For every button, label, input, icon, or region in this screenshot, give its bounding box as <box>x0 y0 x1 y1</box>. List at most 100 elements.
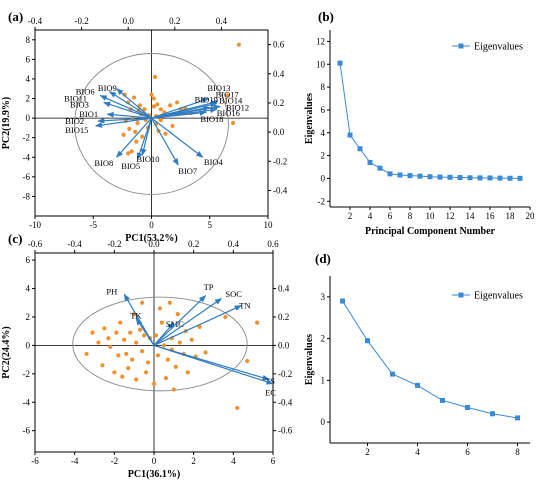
panel-label-a: (a) <box>8 9 23 24</box>
right-tick-label-c: 0.0 <box>278 340 290 350</box>
pca-biplot-a: -10 -5 0 5 10 -8 -6 -4 -2 0 2 4 6 8 -0.4 -0.2 0.0 0.2 0.4 -… <box>1 16 288 244</box>
series-line-b <box>339 63 521 179</box>
data-point-c <box>157 306 163 311</box>
vector-label-ph: PH <box>106 286 117 296</box>
data-point-d <box>515 415 520 421</box>
data-point-b <box>457 175 463 181</box>
data-point-c <box>167 300 172 305</box>
y-axis-label-c: PC2(24.4%) <box>1 326 12 379</box>
top-tick-label-a: 0.2 <box>169 16 180 26</box>
data-point-c <box>96 340 101 345</box>
y-tick-label-b: -2 <box>318 196 326 206</box>
y-tick-label-d: 2 <box>321 334 326 344</box>
data-point-d <box>365 338 370 344</box>
data-point-b <box>427 174 433 180</box>
y-tick-label-d: 0 <box>321 417 326 427</box>
data-point-c <box>165 357 170 362</box>
legend-marker-d <box>458 292 464 298</box>
y-tick-label-a: 2 <box>26 94 31 104</box>
y-tick-label-c: -6 <box>23 426 31 436</box>
loading-vector-bio1 <box>106 111 152 119</box>
y-tick-label-b: 6 <box>321 105 326 115</box>
data-point-c <box>203 350 208 355</box>
y-tick-label-a: 4 <box>26 74 31 84</box>
vector-label-bio16: BIO16 <box>217 108 240 118</box>
y-tick-label-c: 2 <box>26 312 31 322</box>
x-axis-label-a: PC1(53.2%) <box>125 233 178 244</box>
vector-label-tp: TP <box>204 282 214 292</box>
y-axis-label-b: Eigenvalues <box>304 93 315 144</box>
data-point-c <box>100 363 105 368</box>
data-point-c <box>140 300 145 305</box>
vector-label-bio13: BIO13 <box>207 83 230 93</box>
loading-vector-bio15 <box>94 117 152 128</box>
top-tick-label-c: 0.4 <box>228 239 240 249</box>
vector-label-bio4: BIO4 <box>204 157 224 167</box>
loading-vector-bio9 <box>115 88 152 119</box>
x-tick-label-a: -5 <box>90 220 98 230</box>
data-point-c <box>171 387 176 392</box>
data-point-a <box>158 107 163 112</box>
y-tick-label-a: -2 <box>23 133 31 143</box>
data-point-b <box>407 173 413 179</box>
data-point-a <box>170 123 175 129</box>
y-tick-label-a: -4 <box>23 152 31 162</box>
data-point-c <box>235 405 240 411</box>
data-point-c <box>143 370 149 375</box>
data-point-a <box>142 107 147 112</box>
legend-marker-b <box>458 43 464 49</box>
panel-label-b: (b) <box>318 9 334 24</box>
loading-vector-bio10 <box>140 117 153 157</box>
right-tick-label-a: 0.2 <box>273 98 284 108</box>
data-point-c <box>134 340 139 345</box>
panel-label-d: (d) <box>315 251 331 266</box>
x-tick-label-c: 2 <box>191 456 196 466</box>
loading-vector-bio3 <box>103 101 152 119</box>
right-tick-label-a: 0.6 <box>273 40 285 50</box>
loading-vector-bio11 <box>99 95 152 119</box>
y-tick-label-c: 6 <box>26 255 31 265</box>
vector-label-bio3: BIO3 <box>70 99 89 109</box>
vector-label-bio12: BIO12 <box>226 102 249 112</box>
x-tick-label-b: 10 <box>426 211 436 221</box>
vector-label-bio10: BIO10 <box>136 154 159 164</box>
loading-vector-bio6 <box>108 91 152 119</box>
vector-label-tn: TN <box>239 301 250 311</box>
vector-label-ts: TS <box>265 376 275 386</box>
x-tick-label-c: 6 <box>271 456 276 466</box>
data-point-b <box>397 172 403 178</box>
vector-label-bio11: BIO11 <box>64 94 87 104</box>
x-tick-label-c: 4 <box>231 456 236 466</box>
top-tick-label-a: 0.4 <box>216 16 228 26</box>
right-tick-label-c: 0.4 <box>278 284 290 294</box>
loading-vector-soc <box>153 297 223 346</box>
data-point-a <box>149 92 154 97</box>
data-point-b <box>477 175 483 181</box>
data-point-a <box>151 96 156 101</box>
y-tick-label-c: -4 <box>23 397 31 407</box>
data-point-a <box>131 95 137 100</box>
x-tick-label-d: 8 <box>515 447 520 457</box>
loading-vector-bio7 <box>150 117 179 166</box>
data-point-b <box>337 60 343 66</box>
data-point-c <box>177 340 182 345</box>
data-point-a <box>163 131 168 136</box>
data-point-a <box>134 139 139 144</box>
right-tick-label-a: 0.4 <box>273 69 285 79</box>
vector-label-bio2: BIO2 <box>65 116 84 126</box>
data-point-c <box>189 337 194 342</box>
data-point-a <box>230 120 236 126</box>
data-point-a <box>126 151 131 156</box>
data-point-b <box>357 146 363 152</box>
data-point-d <box>440 397 445 403</box>
vector-label-bio14: BIO14 <box>219 95 243 105</box>
data-point-c <box>140 348 145 354</box>
data-point-c <box>134 377 139 382</box>
scree-plot-d: 2 4 6 8 0 1 2 3 Eigenvalues Eigenvalues <box>304 276 530 457</box>
right-tick-label-c: -0.6 <box>278 426 293 436</box>
data-point-c <box>128 330 133 335</box>
data-point-a <box>129 149 134 154</box>
x-tick-label-a: 10 <box>264 220 274 230</box>
top-tick-label-c: -0.4 <box>68 239 83 249</box>
data-point-a <box>140 134 145 139</box>
